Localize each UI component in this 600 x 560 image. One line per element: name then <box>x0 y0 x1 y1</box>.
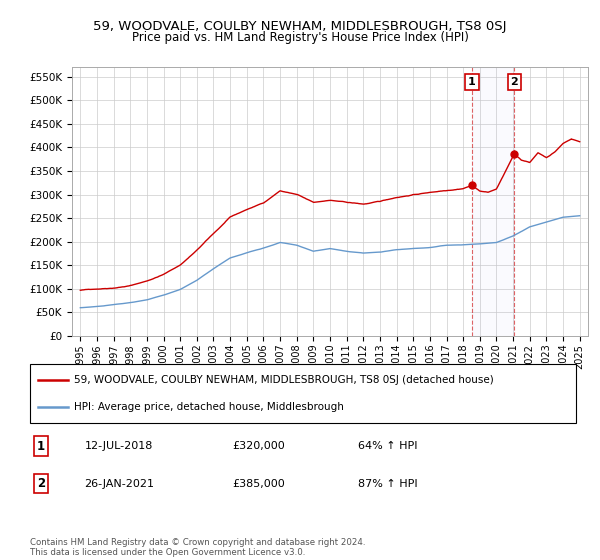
Text: £320,000: £320,000 <box>232 441 285 451</box>
Text: 59, WOODVALE, COULBY NEWHAM, MIDDLESBROUGH, TS8 0SJ (detached house): 59, WOODVALE, COULBY NEWHAM, MIDDLESBROU… <box>74 375 493 385</box>
Text: 87% ↑ HPI: 87% ↑ HPI <box>358 479 417 489</box>
Bar <box>472 67 514 336</box>
Text: Price paid vs. HM Land Registry's House Price Index (HPI): Price paid vs. HM Land Registry's House … <box>131 31 469 44</box>
Text: Contains HM Land Registry data © Crown copyright and database right 2024.
This d: Contains HM Land Registry data © Crown c… <box>30 538 365 557</box>
Text: 26-JAN-2021: 26-JAN-2021 <box>85 479 155 489</box>
Text: HPI: Average price, detached house, Middlesbrough: HPI: Average price, detached house, Midd… <box>74 402 344 412</box>
Text: 1: 1 <box>468 77 476 87</box>
FancyBboxPatch shape <box>30 364 576 423</box>
Text: 64% ↑ HPI: 64% ↑ HPI <box>358 441 417 451</box>
Text: 12-JUL-2018: 12-JUL-2018 <box>85 441 153 451</box>
Text: 1: 1 <box>37 440 45 453</box>
Text: 2: 2 <box>511 77 518 87</box>
Text: 59, WOODVALE, COULBY NEWHAM, MIDDLESBROUGH, TS8 0SJ: 59, WOODVALE, COULBY NEWHAM, MIDDLESBROU… <box>93 20 507 32</box>
Text: £385,000: £385,000 <box>232 479 285 489</box>
Text: 2: 2 <box>37 477 45 490</box>
